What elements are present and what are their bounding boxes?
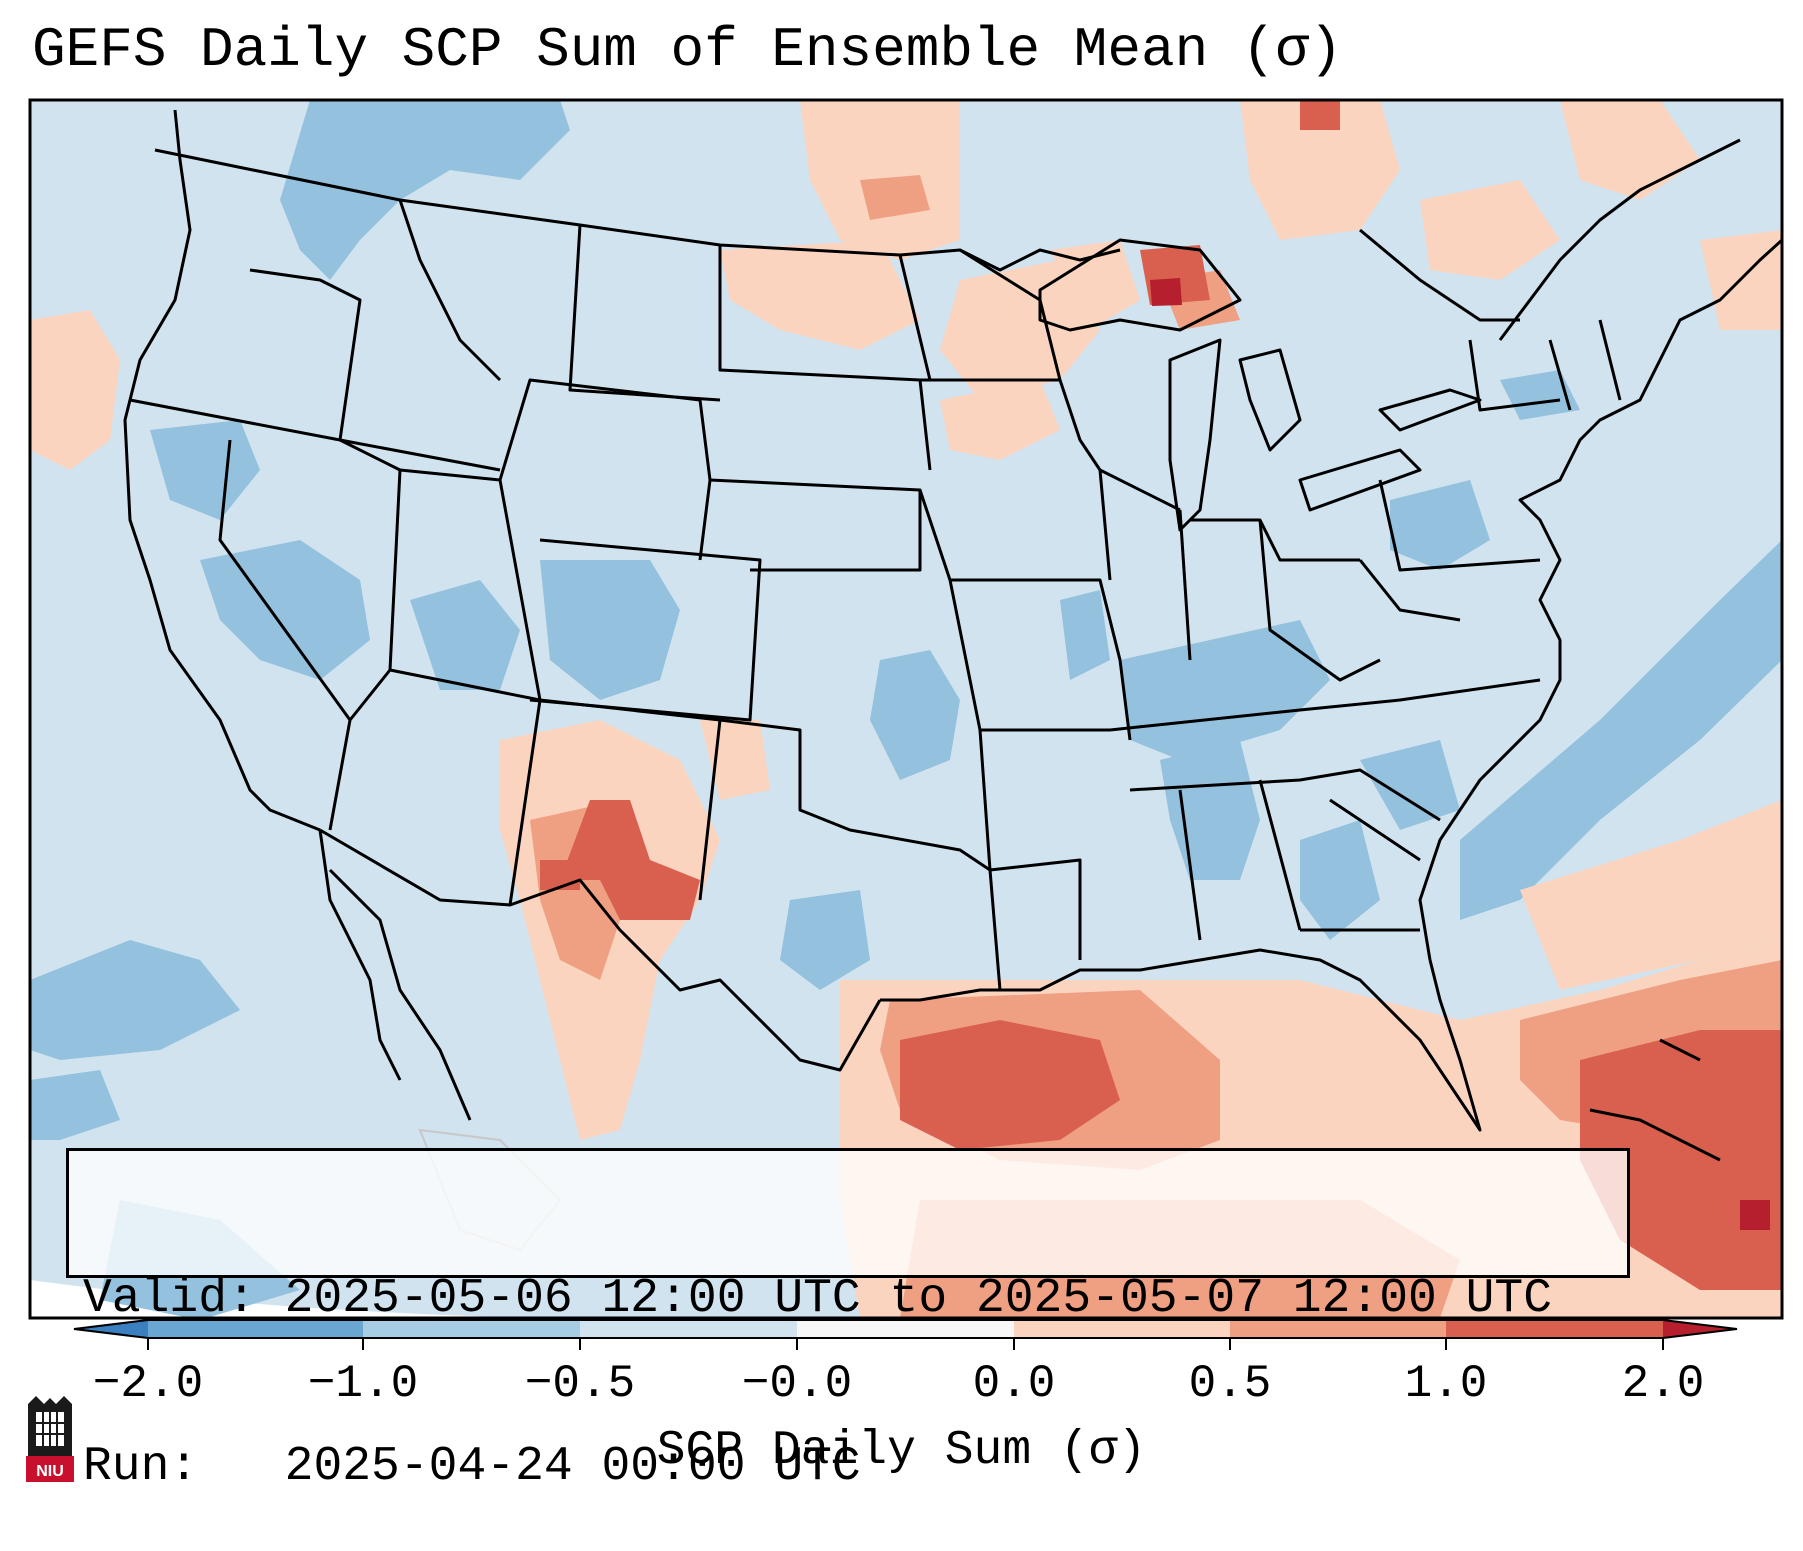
page-title: GEFS Daily SCP Sum of Ensemble Mean (σ) (32, 18, 1343, 82)
map-frame (28, 98, 1784, 1320)
colorbar-bin (1014, 1320, 1230, 1338)
max-positive-areas (1150, 278, 1770, 1230)
borders (123, 109, 1782, 1162)
colorbar-bin (148, 1320, 363, 1338)
colorbar-tick-label: −1.0 (307, 1358, 419, 1410)
strong-positive-areas (540, 100, 1782, 1290)
info-box: Valid: 2025-05-06 12:00 UTC to 2025-05-0… (66, 1148, 1630, 1494)
colorbar-bin (797, 1320, 1014, 1338)
colorbar-bin (363, 1320, 580, 1338)
run-time-text: Run: 2025-04-24 00:00 UTC (83, 1440, 861, 1494)
colorbar-tick-label: 0.5 (1188, 1358, 1272, 1410)
colorbar-label: SCP Daily Sum (σ) (656, 1424, 1147, 1478)
colorbar (73, 1319, 1738, 1350)
colorbar-tick-label: −2.0 (92, 1358, 204, 1410)
logo-text: NIU (36, 1463, 64, 1480)
colorbar-tick-label: 1.0 (1404, 1358, 1488, 1410)
colorbar-bin (1230, 1320, 1446, 1338)
colorbar-tick-label: −0.5 (524, 1358, 636, 1410)
colorbar-extend-right (1663, 1320, 1737, 1338)
negative-anomaly-areas (30, 100, 1782, 1318)
valid-time-text: Valid: 2025-05-06 12:00 UTC to 2025-05-0… (83, 1272, 1553, 1326)
colorbar-tick-label: −0.0 (741, 1358, 853, 1410)
colorbar-bin (1446, 1320, 1663, 1338)
colorbar-tick-label: 0.0 (972, 1358, 1056, 1410)
colorbar-tick-label: 2.0 (1621, 1358, 1705, 1410)
colorbar-bin (580, 1320, 797, 1338)
colorbar-extend-left (74, 1320, 148, 1338)
map-field (30, 100, 1782, 1318)
niu-seal-icon: NIU (26, 1396, 74, 1482)
